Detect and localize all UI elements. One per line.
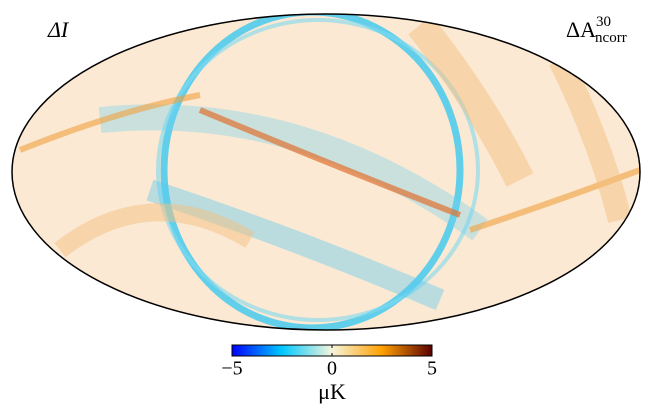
map-features — [18, 14, 640, 330]
colorbar-tick-label: −5 — [221, 358, 242, 380]
right-label-main: ΔA — [566, 17, 596, 42]
colorbar-label: μK — [318, 379, 346, 404]
left-label: ΔI — [47, 17, 70, 42]
right-label-sup: 30 — [596, 14, 611, 30]
map-outline — [11, 13, 641, 331]
right-label-sub: ncorr — [595, 30, 627, 46]
map-background — [12, 14, 640, 330]
colorbar-tick-label: 5 — [427, 358, 437, 380]
colorbar-tick-label: 0 — [327, 358, 337, 380]
right-label: ΔA30 ncorr — [566, 14, 627, 46]
